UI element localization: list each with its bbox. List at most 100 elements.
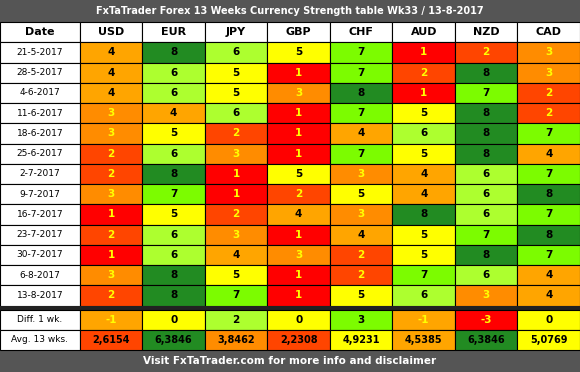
Text: 28-5-2017: 28-5-2017 [17,68,63,77]
Text: 4: 4 [107,68,115,78]
Bar [80,42,143,62]
Text: 6: 6 [420,291,427,300]
Text: Visit FxTaTrader.com for more info and disclaimer: Visit FxTaTrader.com for more info and d… [143,356,437,366]
Text: 6: 6 [170,68,177,78]
Text: 1: 1 [233,189,240,199]
Bar [80,164,143,184]
Text: 3,8462: 3,8462 [218,335,255,345]
Text: 3: 3 [233,149,240,158]
Bar [330,265,393,285]
Bar [393,204,455,224]
Bar [205,245,267,265]
Bar [0,224,80,245]
Bar [267,204,330,224]
Bar [330,310,393,330]
Bar [330,184,393,204]
Text: 7: 7 [483,230,490,240]
Bar [80,123,143,144]
Text: 4: 4 [107,88,115,98]
Bar [0,22,80,42]
Text: EUR: EUR [161,27,186,37]
Bar [517,123,580,144]
Text: AUD: AUD [411,27,437,37]
Text: 4: 4 [545,270,552,280]
Text: FxTaTrader Forex 13 Weeks Currency Strength table Wk33 / 13-8-2017: FxTaTrader Forex 13 Weeks Currency Stren… [96,6,484,16]
Text: 3: 3 [545,47,552,57]
Text: 6: 6 [170,230,177,240]
Bar [455,184,517,204]
Bar [0,144,80,164]
Bar [393,310,455,330]
Text: 8: 8 [545,230,552,240]
Text: 4: 4 [420,169,427,179]
Text: 6,3846: 6,3846 [155,335,193,345]
Text: 8: 8 [420,209,427,219]
Bar [80,224,143,245]
Text: 4: 4 [357,230,365,240]
Text: 1: 1 [107,209,115,219]
Bar [0,350,580,372]
Bar [330,123,393,144]
Bar [0,245,80,265]
Text: 3: 3 [107,108,115,118]
Text: 7: 7 [357,68,365,78]
Text: 2: 2 [233,128,240,138]
Bar [143,245,205,265]
Bar [143,164,205,184]
Bar [517,330,580,350]
Text: 4-6-2017: 4-6-2017 [20,89,60,97]
Bar [267,144,330,164]
Bar [205,144,267,164]
Bar [0,103,80,123]
Bar [517,42,580,62]
Text: 6: 6 [483,270,490,280]
Text: 8: 8 [483,108,490,118]
Text: NZD: NZD [473,27,499,37]
Bar [330,103,393,123]
Bar [517,103,580,123]
Bar [205,62,267,83]
Bar [80,144,143,164]
Bar [517,204,580,224]
Text: 2,6154: 2,6154 [92,335,130,345]
Bar [393,83,455,103]
Text: 8: 8 [483,68,490,78]
Text: 5: 5 [420,250,427,260]
Text: 8: 8 [170,47,177,57]
Text: 8: 8 [170,169,177,179]
Bar [330,224,393,245]
Text: 1: 1 [295,128,302,138]
Text: 2-7-2017: 2-7-2017 [20,169,60,179]
Bar [0,123,80,144]
Text: 6: 6 [483,209,490,219]
Bar [517,285,580,305]
Text: 2: 2 [483,47,490,57]
Bar [0,285,80,305]
Text: 7: 7 [357,47,365,57]
Bar [330,285,393,305]
Text: 23-7-2017: 23-7-2017 [17,230,63,239]
Text: 4: 4 [295,209,302,219]
Text: 6: 6 [233,108,240,118]
Text: 1: 1 [233,169,240,179]
Text: 4: 4 [545,149,552,158]
Text: 3: 3 [483,291,490,300]
Bar [80,83,143,103]
Bar [455,42,517,62]
Bar [0,164,80,184]
Bar [267,22,330,42]
Text: 2: 2 [420,68,427,78]
Bar [143,330,205,350]
Bar [143,285,205,305]
Text: 3: 3 [545,68,552,78]
Text: 6,3846: 6,3846 [467,335,505,345]
Text: 5: 5 [420,230,427,240]
Bar [80,22,143,42]
Text: 6: 6 [233,47,240,57]
Text: USD: USD [98,27,124,37]
Bar [205,285,267,305]
Bar [330,204,393,224]
Text: 13-8-2017: 13-8-2017 [17,291,63,300]
Bar [80,184,143,204]
Bar [393,330,455,350]
